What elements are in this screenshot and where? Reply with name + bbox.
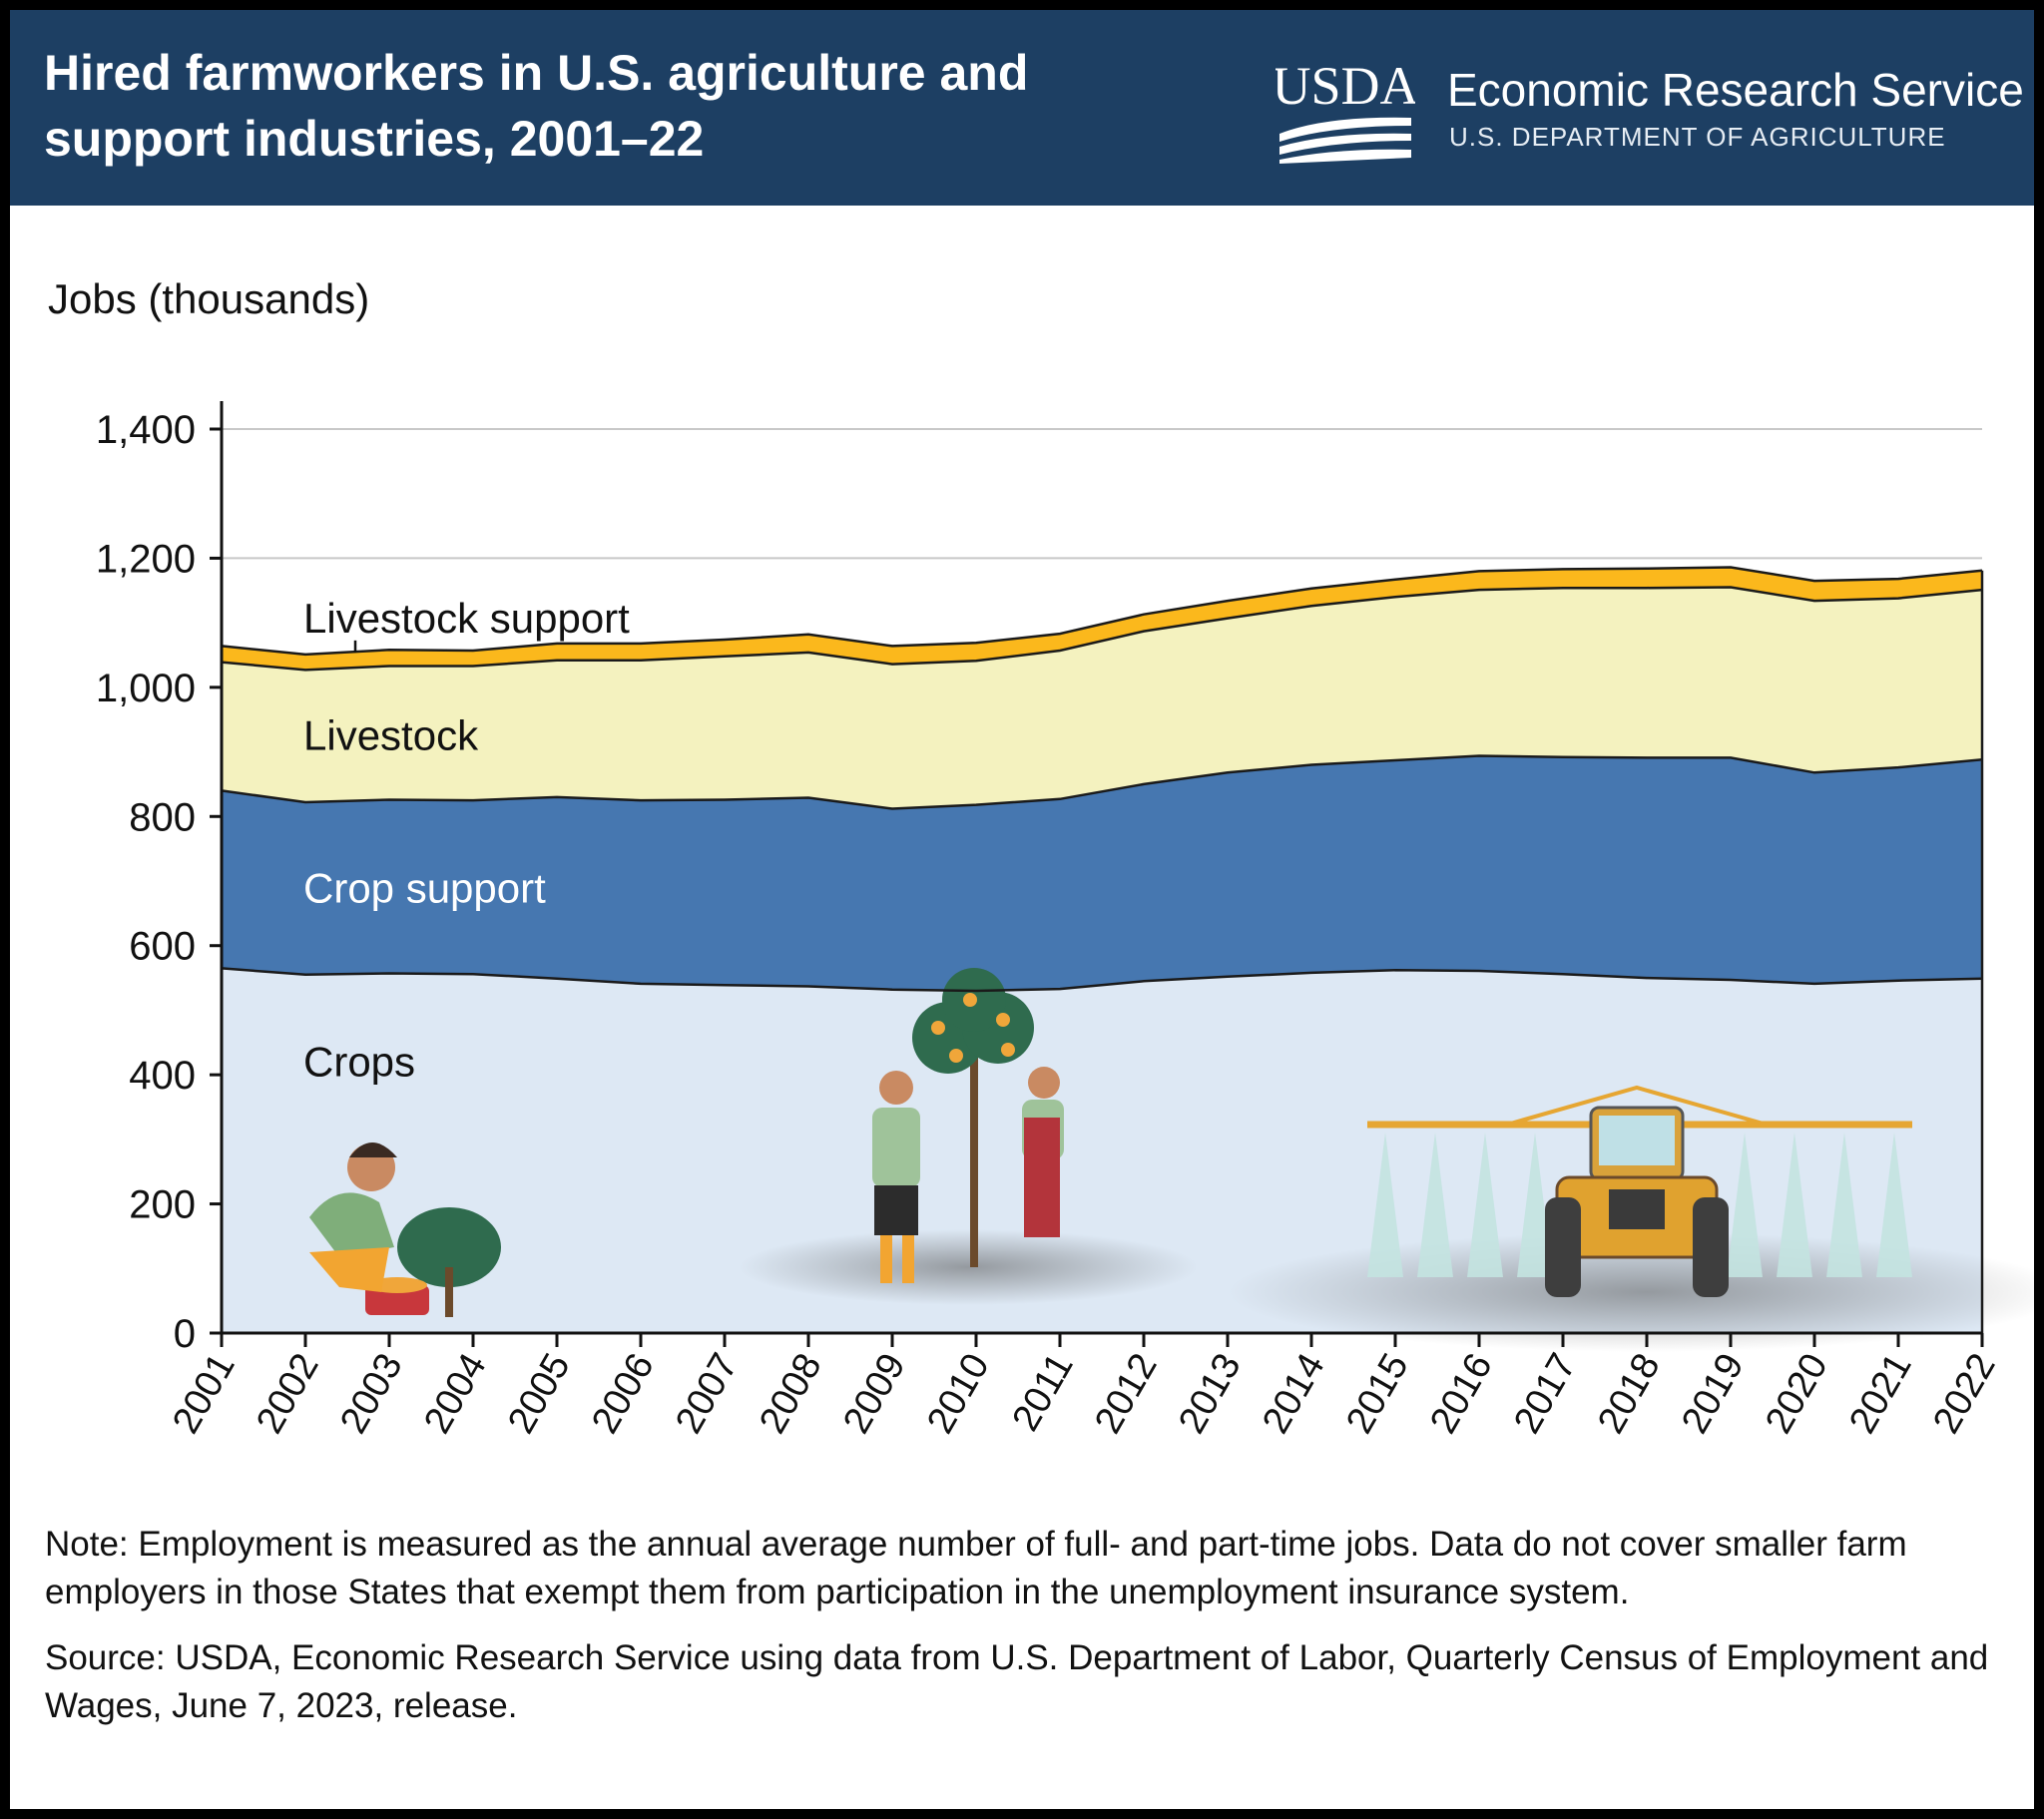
farm-illustration — [309, 968, 2034, 1352]
worker-shirt — [309, 1192, 394, 1257]
worker-head — [1028, 1067, 1060, 1099]
orange-fruit — [931, 1021, 945, 1035]
x-tick-label: 2017 — [1506, 1347, 1585, 1441]
y-tick-label: 600 — [129, 925, 196, 969]
area-livestock-support — [222, 567, 1982, 671]
y-tick-label: 1,200 — [96, 537, 196, 581]
area-livestock — [222, 587, 1982, 809]
bush-icon — [397, 1207, 501, 1287]
x-tick-label: 2012 — [1087, 1347, 1166, 1441]
x-tick-label: 2013 — [1171, 1347, 1250, 1441]
chart-note: Note: Employment is measured as the annu… — [45, 1525, 1907, 1611]
tractor-wheel — [1545, 1197, 1581, 1297]
x-tick-label: 2022 — [1925, 1347, 2004, 1441]
worker-head — [879, 1071, 913, 1105]
x-tick-label: 2002 — [249, 1347, 327, 1441]
tractor-wheel — [1693, 1197, 1729, 1297]
ground-shadow — [739, 1229, 1198, 1305]
series-label-livestock-support: Livestock support — [303, 595, 630, 642]
y-tick-label: 0 — [174, 1312, 196, 1356]
series-label-livestock: Livestock — [303, 712, 479, 759]
series-boundary-line — [221, 754, 1983, 810]
worker-shorts — [874, 1185, 918, 1235]
spray-cone — [1826, 1133, 1862, 1277]
x-tick-label: 2003 — [332, 1347, 411, 1441]
x-tick-label: 2008 — [752, 1347, 830, 1441]
y-tick-label: 200 — [129, 1183, 196, 1227]
x-tick-label: 2007 — [668, 1347, 747, 1441]
spray-cone — [1727, 1133, 1763, 1277]
x-tick-label: 2018 — [1590, 1347, 1669, 1441]
series-boundary-line — [221, 967, 1983, 993]
series-label-crop-support: Crop support — [303, 864, 546, 911]
spray-cone — [1417, 1133, 1453, 1277]
x-tick-label: 2010 — [919, 1347, 998, 1441]
x-tick-label: 2014 — [1255, 1347, 1333, 1441]
orange-fruit — [963, 993, 977, 1007]
basket-icon — [365, 1285, 429, 1315]
usda-logo: USDA — [1276, 58, 1415, 164]
page-title: Hired farmworkers in U.S. agriculture an… — [44, 45, 1029, 167]
y-tick-label: 400 — [129, 1054, 196, 1098]
worker-boot — [902, 1235, 914, 1283]
spray-cone — [1876, 1133, 1912, 1277]
infographic: Hired farmworkers in U.S. agriculture an… — [10, 10, 2034, 1809]
chart-source: Source: USDA, Economic Research Service … — [45, 1638, 1989, 1725]
x-tick-label: 2020 — [1758, 1347, 1836, 1441]
tree-trunk — [970, 1028, 978, 1267]
x-tick-label: 2001 — [165, 1347, 244, 1441]
sprayer-frame — [1506, 1085, 1768, 1127]
spray-cone — [1517, 1133, 1553, 1277]
header-banner: Hired farmworkers in U.S. agriculture an… — [10, 10, 2034, 206]
series-boundary-line — [221, 586, 1983, 672]
orange-fruit — [996, 1013, 1010, 1027]
series-boundary-line — [221, 566, 1983, 657]
x-tick-label: 2005 — [500, 1347, 579, 1441]
orange-fruit — [949, 1049, 963, 1063]
agency-name: Economic Research Service — [1447, 64, 2024, 116]
x-tick-label: 2009 — [835, 1347, 914, 1441]
y-tick-label: 1,400 — [96, 408, 196, 452]
area-crop-support — [222, 755, 1982, 991]
worker-shirt — [872, 1108, 920, 1187]
x-tick-label: 2021 — [1841, 1347, 1920, 1441]
x-tick-label: 2015 — [1338, 1347, 1417, 1441]
tractor-window — [1599, 1116, 1675, 1165]
worker-hair — [349, 1142, 397, 1157]
x-tick-label: 2004 — [416, 1347, 495, 1441]
x-tick-label: 2011 — [1005, 1347, 1082, 1439]
tractor-grille — [1609, 1189, 1665, 1229]
series-label-crops: Crops — [303, 1039, 415, 1086]
y-tick-label: 1,000 — [96, 667, 196, 710]
x-tick-label: 2006 — [584, 1347, 663, 1441]
spray-cone — [1367, 1133, 1403, 1277]
department-name: U.S. DEPARTMENT OF AGRICULTURE — [1449, 122, 1946, 152]
spray-cone — [1777, 1133, 1812, 1277]
x-tick-label: 2019 — [1674, 1347, 1753, 1441]
stacked-area-chart: 0 200 400 600 800 1,000 1,200 1,400 2001 2002 2003… — [96, 401, 2034, 1441]
spray-cone — [1467, 1133, 1503, 1277]
usda-logo-text: USDA — [1276, 58, 1415, 116]
y-tick-label: 800 — [129, 795, 196, 839]
worker-boot — [880, 1235, 892, 1283]
worker-pants — [309, 1247, 389, 1292]
orange-fruit — [1001, 1043, 1015, 1057]
bush-trunk — [445, 1267, 453, 1317]
worker-overalls — [1024, 1118, 1060, 1237]
y-axis-label: Jobs (thousands) — [48, 275, 370, 322]
x-tick-label: 2016 — [1422, 1347, 1501, 1441]
